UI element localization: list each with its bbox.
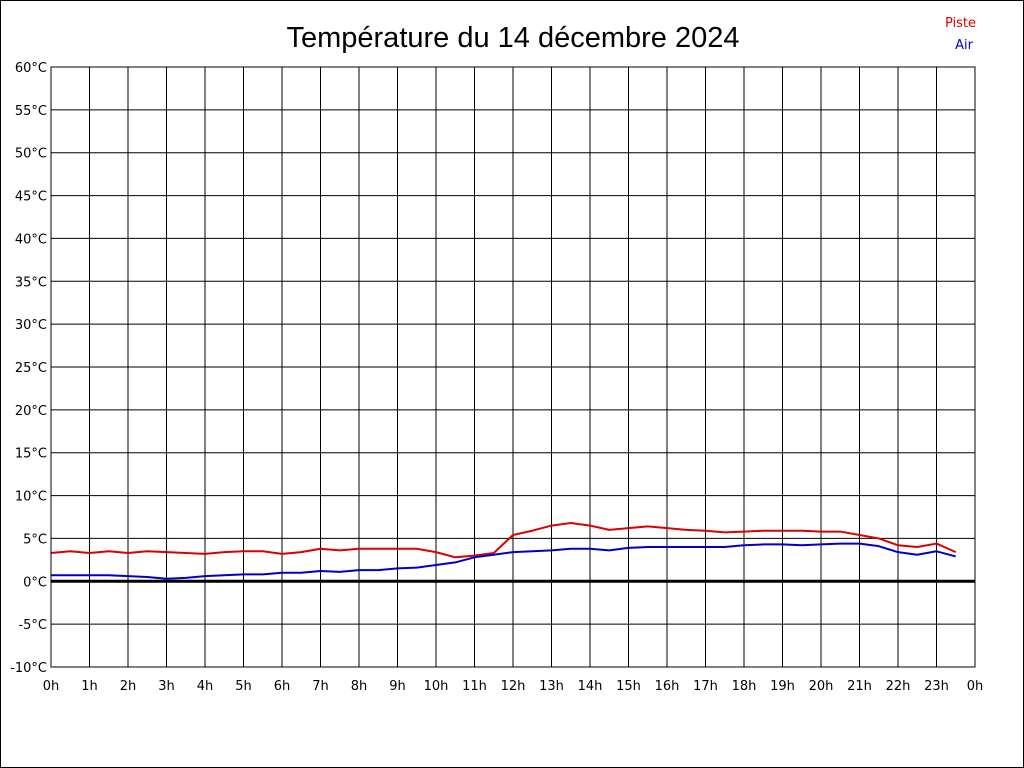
- x-tick-label: 6h: [274, 679, 291, 694]
- x-tick-label: 7h: [312, 679, 329, 694]
- legend-piste: Piste: [945, 16, 976, 31]
- x-tick-label: 14h: [578, 679, 603, 694]
- x-tick-label: 3h: [158, 679, 175, 694]
- x-tick-label: 23h: [924, 679, 949, 694]
- series-line-air: [51, 542, 957, 580]
- series-lines: [50, 522, 957, 580]
- y-tick-label: 45°C: [15, 190, 47, 205]
- x-tick-label: 4h: [197, 679, 214, 694]
- x-tick-label: 12h: [501, 679, 526, 694]
- plot-border-rect: [50, 66, 976, 668]
- y-tick-label: 60°C: [15, 61, 47, 76]
- y-tick-label: -10°C: [10, 661, 47, 676]
- y-tick-label: 20°C: [15, 404, 47, 419]
- y-tick-label: 5°C: [23, 532, 47, 547]
- x-tick-label: 8h: [351, 679, 368, 694]
- x-tick-label: 15h: [616, 679, 641, 694]
- x-tick-label: 19h: [770, 679, 795, 694]
- x-tick-label: 10h: [424, 679, 449, 694]
- x-tick-label: 18h: [732, 679, 757, 694]
- legend-air: Air: [955, 38, 974, 53]
- y-axis-ticks: 60°C 55°C 50°C 45°C 40°C 35°C 30°C 25°C 20°C 15°C…: [10, 61, 47, 676]
- y-tick-label: 30°C: [15, 318, 47, 333]
- x-tick-label: 0h: [43, 679, 60, 694]
- x-tick-label: 20h: [809, 679, 834, 694]
- x-tick-label: 21h: [847, 679, 872, 694]
- y-tick-label: 10°C: [15, 490, 47, 505]
- x-tick-label: 11h: [462, 679, 487, 694]
- x-tick-label: 22h: [886, 679, 911, 694]
- y-tick-label: 40°C: [15, 232, 47, 247]
- x-tick-label: 17h: [693, 679, 718, 694]
- y-tick-label: 15°C: [15, 447, 47, 462]
- x-tick-label: 2h: [120, 679, 137, 694]
- y-tick-label: 0°C: [23, 575, 47, 590]
- chart-title: Température du 14 décembre 2024: [286, 22, 739, 54]
- x-tick-label: 1h: [81, 679, 98, 694]
- y-tick-label: -5°C: [18, 618, 47, 633]
- plot-border: [50, 66, 976, 668]
- y-tick-label: 55°C: [15, 104, 47, 119]
- x-tick-label: 5h: [235, 679, 252, 694]
- x-axis-ticks: 0h 1h 2h 3h 4h 5h 6h 7h 8h 9h 10h 11h 12h 13h 14h 15h 16…: [43, 679, 984, 694]
- y-tick-label: 35°C: [15, 275, 47, 290]
- x-tick-label: 16h: [655, 679, 680, 694]
- x-tick-label: 0h: [967, 679, 984, 694]
- y-tick-label: 25°C: [15, 361, 47, 376]
- series-line-piste: [50, 522, 957, 559]
- y-tick-label: 50°C: [15, 147, 47, 162]
- x-tick-label: 9h: [389, 679, 406, 694]
- x-tick-label: 13h: [539, 679, 564, 694]
